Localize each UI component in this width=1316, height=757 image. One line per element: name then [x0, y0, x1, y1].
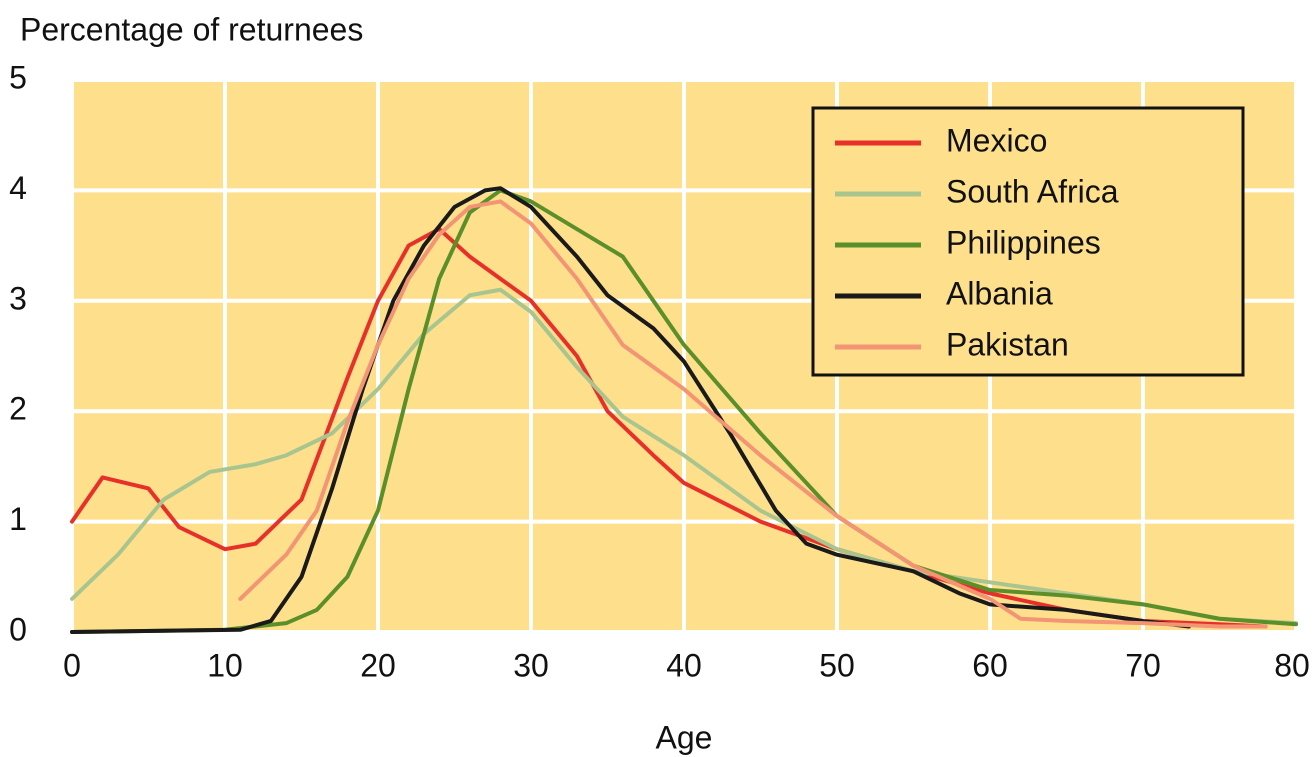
legend-label: Philippines — [946, 224, 1101, 260]
line-series — [238, 199, 1268, 629]
legend-label: Pakistan — [946, 326, 1069, 362]
x-tick-label: 80 — [1274, 647, 1310, 683]
legend-label: Albania — [946, 275, 1053, 311]
y-tick-label: 1 — [9, 501, 27, 537]
x-tick-label: 50 — [819, 647, 855, 683]
legend: Mexico South Africa Philippines Albania Paki… — [811, 106, 1245, 377]
legend-label: South Africa — [946, 173, 1119, 209]
y-tick-label: 5 — [9, 59, 27, 95]
chart-title: Percentage of returnees — [20, 11, 363, 47]
line-series — [70, 287, 1298, 626]
y-tick-label: 4 — [9, 170, 27, 206]
y-tick-label: 0 — [9, 611, 27, 647]
line-series — [70, 188, 1298, 634]
x-tick-label: 10 — [207, 647, 243, 683]
x-axis-label: Age — [656, 719, 713, 755]
y-tick-label: 2 — [9, 391, 27, 427]
x-tick-label: 40 — [666, 647, 702, 683]
legend-box — [811, 106, 1245, 377]
x-tick-label: 30 — [513, 647, 549, 683]
x-tick-label: 0 — [63, 647, 81, 683]
x-tick-label: 60 — [972, 647, 1008, 683]
line-series — [70, 227, 1268, 629]
x-tick-label: 20 — [360, 647, 396, 683]
legend-label: Mexico — [946, 122, 1047, 158]
line-series — [70, 186, 1191, 634]
x-tick-label: 70 — [1125, 647, 1161, 683]
y-tick-label: 3 — [9, 280, 27, 316]
